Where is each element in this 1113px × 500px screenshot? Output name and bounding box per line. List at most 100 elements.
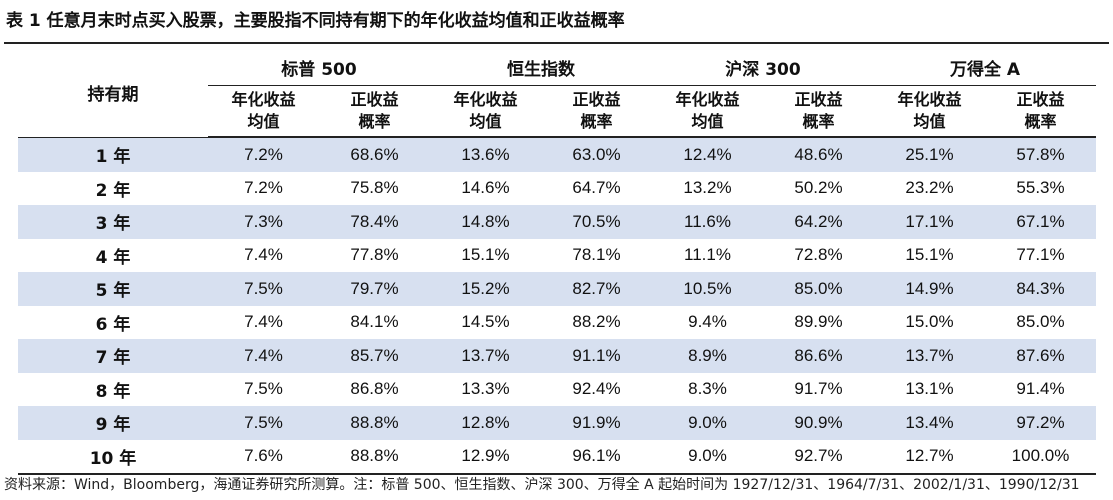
value-cell: 15.1% [430,238,541,272]
value-cell: 12.9% [430,439,541,475]
value-cell: 7.5% [208,372,319,406]
value-cell: 91.1% [541,339,652,373]
table-row: 5 年 7.5% 79.7% 15.2% 82.7% 10.5% 85.0% 14.9% 84.… [18,272,1097,306]
sub-header-line: 均值 [247,112,280,131]
sub-header-line: 均值 [469,112,502,131]
value-cell: 90.9% [763,406,874,440]
value-cell: 23.2% [874,171,985,205]
value-cell: 11.6% [652,205,763,239]
value-cell: 14.5% [430,305,541,339]
value-cell: 89.9% [763,305,874,339]
value-cell: 86.8% [319,372,430,406]
value-cell: 91.7% [763,372,874,406]
value-cell: 88.8% [319,439,430,475]
sub-header-4: 年化收益 均值 [652,85,763,138]
value-cell: 91.9% [541,406,652,440]
value-cell: 97.2% [985,406,1097,440]
sub-header-7: 正收益 概率 [985,85,1097,138]
value-cell: 87.6% [985,339,1097,373]
value-cell: 79.7% [319,272,430,306]
value-cell: 84.1% [319,305,430,339]
sub-header-3: 正收益 概率 [541,85,652,138]
value-cell: 78.4% [319,205,430,239]
value-cell: 7.2% [208,137,319,172]
value-cell: 82.7% [541,272,652,306]
source-note: 资料来源：Wind，Bloomberg，海通证券研究所测算。注：标普 500、恒… [4,477,1080,493]
value-cell: 7.5% [208,406,319,440]
group-header-hang-seng: 恒生指数 [430,49,652,86]
table-title: 表 1 任意月末时点买入股票，主要股指不同持有期下的年化收益均值和正收益概率 [6,11,625,31]
value-cell: 15.1% [874,238,985,272]
period-cell: 3 年 [18,205,208,239]
table-body: 1 年 7.2% 68.6% 13.6% 63.0% 12.4% 48.6% 25.1% 57.… [18,137,1097,475]
table-row: 8 年 7.5% 86.8% 13.3% 92.4% 8.3% 91.7% 13.1% 91.4… [18,372,1097,406]
sub-header-0: 年化收益 均值 [208,85,319,138]
value-cell: 13.3% [430,372,541,406]
table-row: 2 年 7.2% 75.8% 14.6% 64.7% 13.2% 50.2% 23.2% 55.… [18,171,1097,205]
sub-header-line: 概率 [802,112,835,131]
sub-header-line: 正收益 [1016,90,1065,109]
value-cell: 14.6% [430,171,541,205]
sub-header-line: 正收益 [350,90,399,109]
returns-table: 持有期 标普 500 恒生指数 沪深 300 万得全 A 年化收益 均值 正收益 概率… [18,49,1097,475]
value-cell: 9.0% [652,406,763,440]
value-cell: 7.5% [208,272,319,306]
sub-header-line: 均值 [691,112,724,131]
value-cell: 13.6% [430,137,541,172]
value-cell: 96.1% [541,439,652,475]
sub-header-line: 均值 [913,112,946,131]
value-cell: 7.4% [208,305,319,339]
table-row: 1 年 7.2% 68.6% 13.6% 63.0% 12.4% 48.6% 25.1% 57.… [18,137,1097,172]
table-row: 10 年 7.6% 88.8% 12.9% 96.1% 9.0% 92.7% 12.7% 100… [18,439,1097,475]
value-cell: 92.4% [541,372,652,406]
table-row: 3 年 7.3% 78.4% 14.8% 70.5% 11.6% 64.2% 17.1% 67.… [18,205,1097,239]
value-cell: 13.4% [874,406,985,440]
sub-header-line: 概率 [358,112,391,131]
value-cell: 9.4% [652,305,763,339]
group-header-csi300: 沪深 300 [652,49,874,86]
value-cell: 92.7% [763,439,874,475]
period-cell: 5 年 [18,272,208,306]
sub-header-line: 年化收益 [897,90,962,109]
value-cell: 15.0% [874,305,985,339]
sub-header-line: 正收益 [794,90,843,109]
group-header-wind-all-a: 万得全 A [874,49,1097,86]
value-cell: 78.1% [541,238,652,272]
sub-header-line: 年化收益 [231,90,296,109]
value-cell: 75.8% [319,171,430,205]
value-cell: 7.3% [208,205,319,239]
value-cell: 63.0% [541,137,652,172]
value-cell: 85.0% [763,272,874,306]
value-cell: 57.8% [985,137,1097,172]
value-cell: 14.8% [430,205,541,239]
value-cell: 86.6% [763,339,874,373]
value-cell: 25.1% [874,137,985,172]
value-cell: 7.6% [208,439,319,475]
period-cell: 4 年 [18,238,208,272]
sub-header-line: 正收益 [572,90,621,109]
sub-header-2: 年化收益 均值 [430,85,541,138]
value-cell: 77.8% [319,238,430,272]
value-cell: 9.0% [652,439,763,475]
value-cell: 85.0% [985,305,1097,339]
value-cell: 50.2% [763,171,874,205]
value-cell: 48.6% [763,137,874,172]
value-cell: 11.1% [652,238,763,272]
value-cell: 17.1% [874,205,985,239]
value-cell: 13.1% [874,372,985,406]
value-cell: 70.5% [541,205,652,239]
value-cell: 10.5% [652,272,763,306]
value-cell: 84.3% [985,272,1097,306]
table-row: 9 年 7.5% 88.8% 12.8% 91.9% 9.0% 90.9% 13.4% 97.2… [18,406,1097,440]
value-cell: 14.9% [874,272,985,306]
sub-header-line: 概率 [580,112,613,131]
value-cell: 88.8% [319,406,430,440]
value-cell: 67.1% [985,205,1097,239]
group-header-row: 持有期 标普 500 恒生指数 沪深 300 万得全 A [18,49,1097,138]
sub-header-line: 概率 [1024,112,1057,131]
period-cell: 9 年 [18,406,208,440]
value-cell: 12.4% [652,137,763,172]
value-cell: 12.8% [430,406,541,440]
period-column-header: 持有期 [18,49,208,138]
group-header-sp500: 标普 500 [208,49,430,86]
